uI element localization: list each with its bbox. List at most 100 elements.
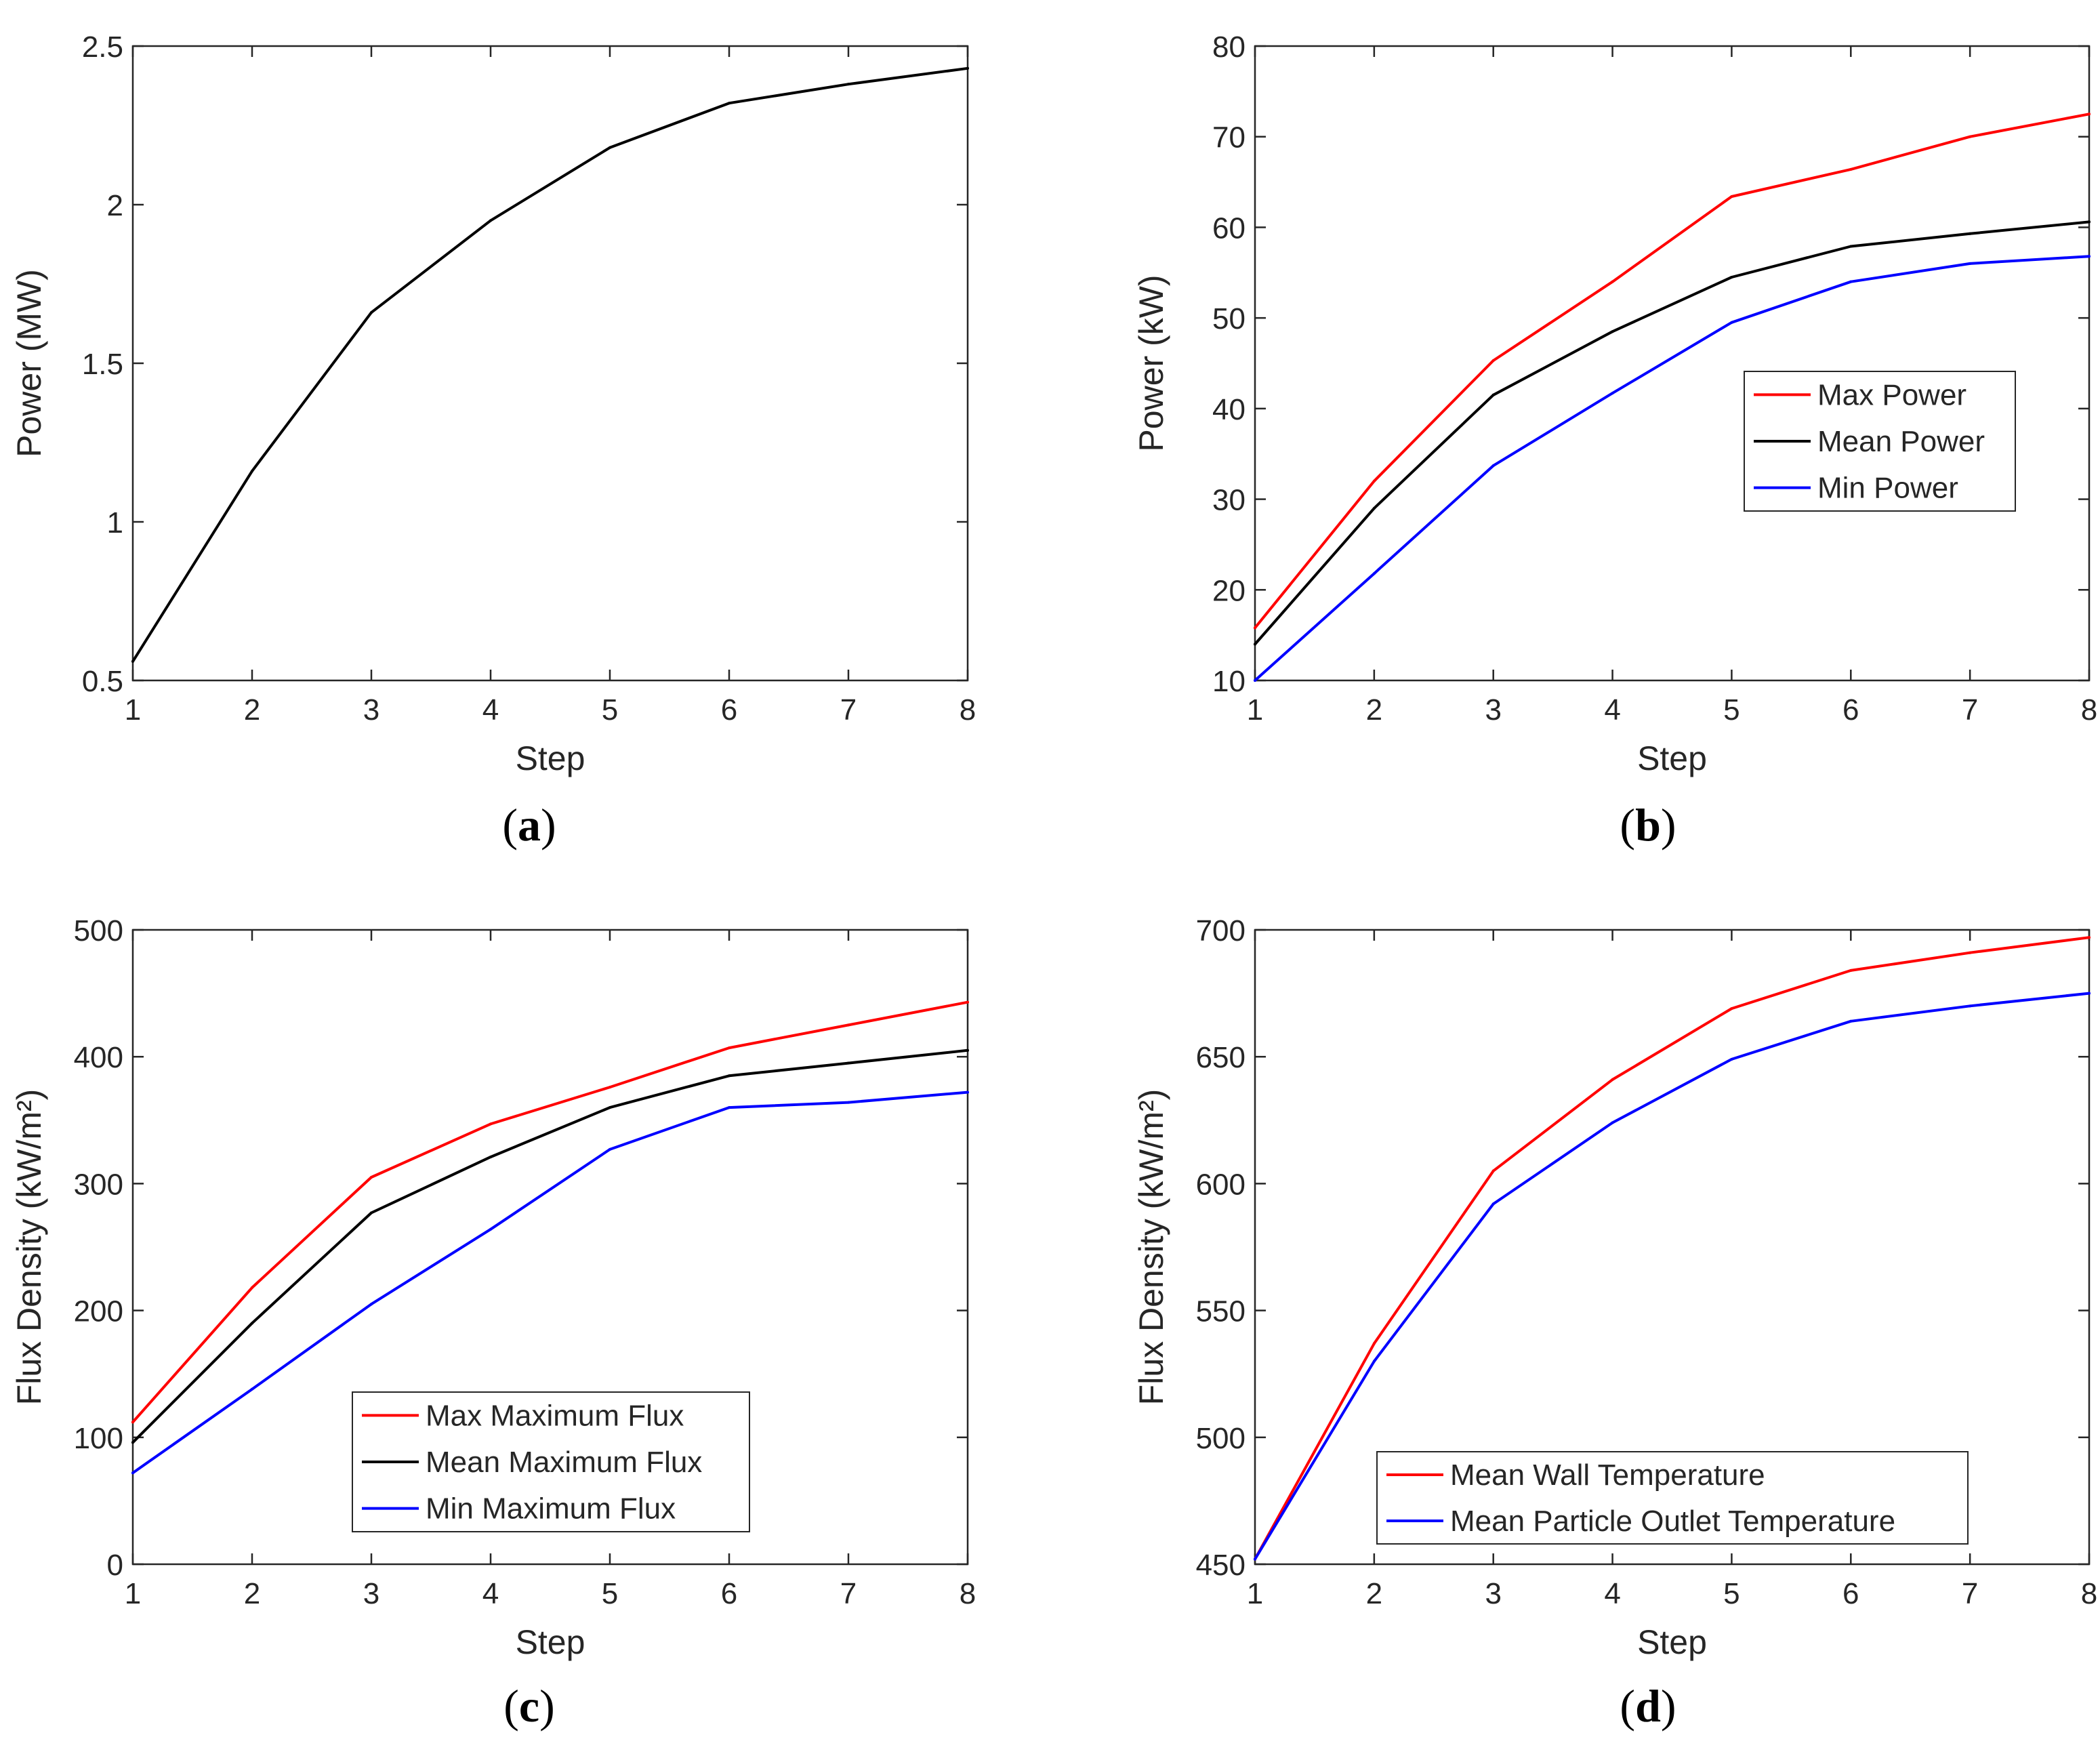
- data-point: [1372, 1342, 1376, 1345]
- legend-label: Min Power: [1817, 472, 1958, 505]
- data-point: [2088, 113, 2091, 116]
- data-point: [2088, 992, 2091, 995]
- x-tick-label: 3: [1485, 1577, 1501, 1610]
- data-point: [489, 1122, 492, 1126]
- data-point: [847, 83, 850, 86]
- x-tick-label: 2: [1366, 693, 1382, 727]
- data-point: [1491, 1202, 1495, 1206]
- legend-label: Max Power: [1817, 378, 1967, 411]
- data-point: [966, 1000, 969, 1004]
- data-point: [1849, 245, 1853, 248]
- x-tick-label: 4: [482, 1577, 499, 1610]
- panel-label-d: (d): [1620, 1680, 1676, 1732]
- y-tick-label: 70: [1212, 121, 1245, 155]
- data-point: [966, 1048, 969, 1052]
- y-tick-label: 60: [1212, 211, 1245, 245]
- x-tick-label: 3: [363, 693, 379, 727]
- data-point: [1491, 464, 1495, 468]
- series-line-min-power: [1254, 255, 2091, 682]
- x-tick-label: 8: [2081, 1577, 2097, 1610]
- x-tick-label: 6: [721, 693, 737, 727]
- y-tick-label: 1.5: [82, 348, 123, 381]
- data-point: [1372, 506, 1376, 510]
- series-line-mean-maximum-flux: [131, 1048, 969, 1444]
- y-tick-label: 500: [1196, 1422, 1245, 1455]
- data-point: [609, 1086, 611, 1089]
- x-tick-label: 7: [1962, 1577, 1978, 1610]
- data-point: [966, 1090, 969, 1094]
- chart-d: 1 2 3 4 5 6 7 8 450 500 550 600 650 700 Step Flux Densi…: [1132, 914, 2097, 1661]
- y-tick-label: 40: [1212, 393, 1245, 426]
- data-point: [251, 1387, 253, 1391]
- data-point: [1969, 262, 1972, 265]
- series-line-power: [131, 66, 969, 663]
- y-tick-label: 20: [1212, 574, 1245, 607]
- data-point: [131, 1421, 134, 1424]
- y-tick-label: 550: [1196, 1295, 1245, 1328]
- data-point: [131, 659, 134, 663]
- series-line-mean-wall-temperature: [1254, 936, 2091, 1561]
- x-tick-label: 8: [960, 693, 976, 727]
- data-point: [609, 1147, 611, 1151]
- data-point: [1849, 1019, 1853, 1023]
- x-tick-label: 1: [125, 693, 141, 727]
- data-point: [1969, 951, 1972, 954]
- data-point: [489, 219, 492, 222]
- data-point: [1491, 1169, 1495, 1172]
- y-axis-label: Power (MW): [10, 269, 48, 457]
- data-point: [1491, 359, 1495, 362]
- panel-label-c: (c): [503, 1680, 555, 1732]
- x-axis-label: Step: [1637, 739, 1707, 777]
- data-point: [847, 1101, 850, 1104]
- data-point: [1491, 393, 1495, 396]
- x-tick-label: 4: [1604, 1577, 1620, 1610]
- data-point: [728, 1046, 730, 1050]
- legend-label: Mean Particle Outlet Temperature: [1450, 1505, 1895, 1538]
- y-tick-label: 1: [107, 506, 123, 539]
- data-point: [251, 1322, 253, 1325]
- x-tick-label: 4: [1604, 693, 1620, 727]
- x-tick-label: 6: [721, 1577, 737, 1610]
- y-tick-label: 400: [74, 1041, 123, 1074]
- y-tick-label: 30: [1212, 484, 1245, 517]
- data-point: [1372, 572, 1376, 575]
- data-point: [489, 1156, 492, 1159]
- y-axis-label: Flux Density (kW/m²): [10, 1089, 48, 1406]
- series-line-max-maximum-flux: [131, 1000, 969, 1424]
- series-line-mean-power: [1254, 220, 2091, 646]
- data-point: [1730, 1057, 1733, 1061]
- chart-c: 1 2 3 4 5 6 7 8 0 100 200 300 400 500 Step Flux Density…: [10, 914, 976, 1661]
- legend: Max Maximum Flux Mean Maximum Flux Min Max…: [352, 1391, 750, 1532]
- y-tick-label: 200: [74, 1295, 123, 1328]
- panel-label-b: (b): [1620, 799, 1676, 851]
- y-tick-label: 0: [107, 1549, 123, 1582]
- data-point: [251, 1286, 253, 1289]
- data-point: [1730, 275, 1733, 279]
- data-point: [2088, 255, 2091, 258]
- x-tick-label: 6: [1842, 693, 1859, 727]
- panel-label-a: (a): [502, 799, 556, 851]
- y-tick-label: 700: [1196, 914, 1245, 947]
- y-tick-label: 2: [107, 189, 123, 222]
- x-tick-label: 2: [244, 693, 260, 727]
- x-tick-label: 8: [2081, 693, 2097, 727]
- data-point: [131, 1471, 134, 1475]
- y-tick-label: 300: [74, 1168, 123, 1201]
- data-point: [1372, 1360, 1376, 1363]
- legend: Mean Wall Temperature Mean Particle Outle…: [1376, 1451, 1969, 1545]
- y-tick-label: 450: [1196, 1549, 1245, 1582]
- x-axis-label: Step: [516, 1623, 585, 1661]
- data-point: [1969, 232, 1972, 235]
- legend-label: Min Maximum Flux: [426, 1492, 676, 1526]
- data-point: [847, 1061, 850, 1065]
- data-point: [1611, 1078, 1614, 1081]
- data-point: [609, 146, 611, 149]
- data-point: [728, 102, 730, 105]
- x-tick-label: 2: [1366, 1577, 1382, 1610]
- data-point: [1849, 167, 1853, 171]
- data-point: [370, 311, 373, 314]
- x-tick-label: 7: [840, 1577, 857, 1610]
- data-point: [1969, 135, 1972, 138]
- legend-label: Max Maximum Flux: [426, 1399, 684, 1432]
- y-tick-label: 650: [1196, 1041, 1245, 1074]
